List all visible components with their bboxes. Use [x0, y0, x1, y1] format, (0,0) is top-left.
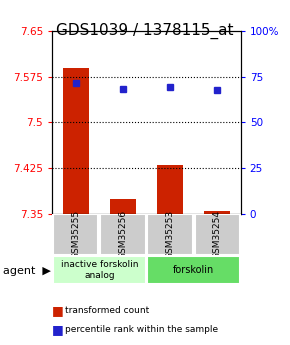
FancyBboxPatch shape — [147, 214, 193, 255]
Bar — [157, 165, 183, 214]
FancyBboxPatch shape — [100, 214, 146, 255]
Text: GSM35256: GSM35256 — [118, 210, 127, 259]
FancyBboxPatch shape — [53, 256, 146, 284]
Bar — [204, 211, 230, 214]
Text: GSM35253: GSM35253 — [166, 210, 175, 259]
Text: transformed count: transformed count — [65, 306, 150, 315]
Text: percentile rank within the sample: percentile rank within the sample — [65, 325, 218, 334]
Text: inactive forskolin
analog: inactive forskolin analog — [61, 260, 138, 280]
Text: agent  ▶: agent ▶ — [3, 266, 51, 276]
FancyBboxPatch shape — [53, 214, 98, 255]
Text: GDS1039 / 1378115_at: GDS1039 / 1378115_at — [56, 22, 234, 39]
Text: GSM35254: GSM35254 — [213, 210, 222, 259]
Text: GSM35255: GSM35255 — [71, 210, 80, 259]
Bar — [110, 199, 136, 214]
Text: ■: ■ — [52, 323, 64, 336]
Text: forskolin: forskolin — [173, 265, 214, 275]
FancyBboxPatch shape — [147, 256, 240, 284]
FancyBboxPatch shape — [195, 214, 240, 255]
Bar — [63, 68, 89, 214]
Text: ■: ■ — [52, 304, 64, 317]
